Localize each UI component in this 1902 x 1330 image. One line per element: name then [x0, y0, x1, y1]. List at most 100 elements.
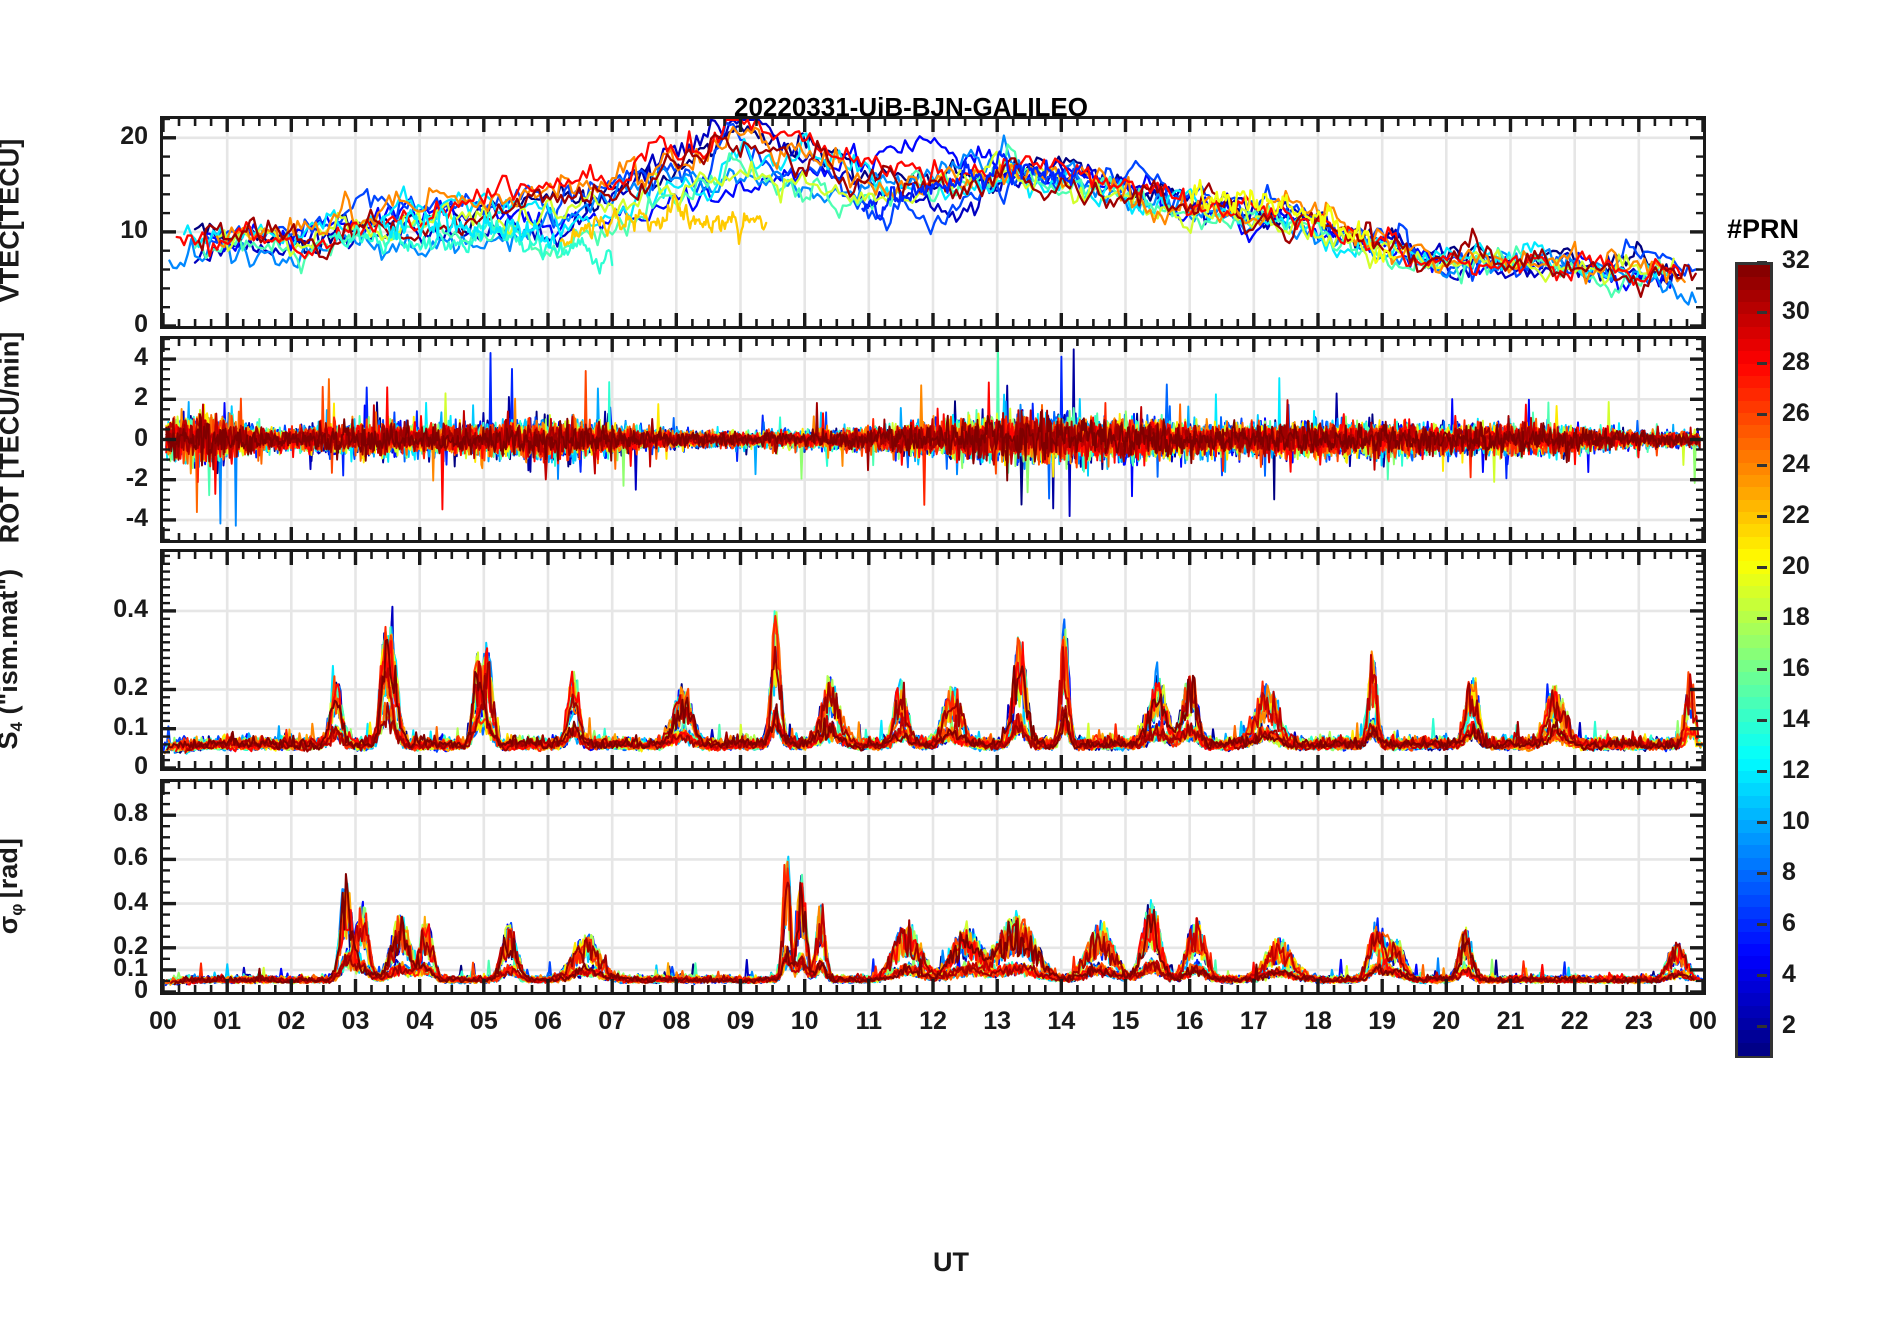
colorbar-swatch	[1738, 783, 1770, 797]
plot-panel-rot[interactable]	[160, 336, 1706, 543]
y-tick-label-vtec: 0	[134, 310, 148, 338]
colorbar-swatch	[1738, 499, 1770, 513]
colorbar-swatch	[1738, 931, 1770, 945]
colorbar-swatch	[1738, 734, 1770, 747]
x-tick-label: 21	[1496, 1007, 1525, 1035]
colorbar-swatch	[1738, 363, 1770, 377]
colorbar-swatch	[1738, 845, 1770, 859]
colorbar-swatch	[1738, 573, 1770, 587]
y-tick-label-rot: 2	[134, 383, 148, 412]
x-tick-label: 09	[726, 1007, 755, 1035]
colorbar-swatch	[1738, 1005, 1770, 1019]
y-tick-label-sigma_phi: 0.4	[113, 887, 148, 916]
y-tick-label-rot: -4	[125, 503, 148, 532]
colorbar-tickmark	[1757, 362, 1767, 366]
colorbar-swatch	[1738, 474, 1770, 488]
x-tick-label: 16	[1175, 1007, 1204, 1035]
colorbar-tick-label: 30	[1782, 296, 1810, 325]
y-tick-label-sigma_phi: 0.2	[113, 931, 148, 960]
y-tick-label-rot: -2	[125, 463, 148, 492]
colorbar-swatch	[1738, 635, 1770, 649]
colorbar-swatch	[1738, 672, 1770, 686]
colorbar-tickmark	[1757, 566, 1767, 570]
colorbar-swatch	[1738, 857, 1770, 871]
colorbar-tickmark	[1757, 923, 1767, 927]
colorbar-swatch	[1738, 561, 1770, 575]
colorbar-tick-label: 26	[1782, 398, 1810, 427]
x-tick-label: 17	[1239, 1007, 1268, 1035]
colorbar-swatch	[1738, 314, 1770, 328]
colorbar-swatch	[1738, 746, 1770, 760]
x-tick-label: 07	[598, 1007, 627, 1035]
x-tick-label: 10	[790, 1007, 819, 1035]
colorbar-swatch	[1738, 808, 1770, 822]
x-tick-label: 04	[405, 1007, 434, 1035]
x-tick-label: 15	[1111, 1007, 1140, 1035]
colorbar-swatch	[1738, 993, 1770, 1007]
colorbar-swatch	[1738, 622, 1770, 636]
colorbar-swatch	[1738, 425, 1770, 439]
x-tick-label: 20	[1432, 1007, 1461, 1035]
colorbar-swatch	[1738, 400, 1770, 414]
colorbar-tick-label: 20	[1782, 551, 1810, 580]
colorbar-title: #PRN	[1727, 214, 1800, 244]
colorbar-swatch	[1738, 289, 1770, 303]
colorbar-tick-label: 22	[1782, 500, 1810, 529]
colorbar-tick-label: 12	[1782, 755, 1810, 784]
x-tick-label: 18	[1304, 1007, 1332, 1035]
colorbar-tickmark	[1757, 464, 1767, 468]
y-axis-label-sigma_phi: σφ [rad]	[0, 838, 27, 934]
colorbar-swatch	[1738, 832, 1770, 846]
colorbar-tick-label: 32	[1782, 246, 1810, 274]
y-tick-label-sigma_phi: 0.6	[113, 843, 148, 872]
x-tick-label: 00	[1689, 1007, 1717, 1035]
colorbar-tick-label: 8	[1782, 857, 1796, 886]
x-axis-label: UT	[933, 1247, 969, 1277]
colorbar-swatch	[1738, 882, 1770, 896]
colorbar-swatch	[1738, 598, 1770, 612]
colorbar-swatch	[1738, 376, 1770, 390]
colorbar-swatch	[1738, 956, 1770, 970]
colorbar-swatch	[1738, 894, 1770, 908]
colorbar-tick-label: 14	[1782, 704, 1810, 733]
colorbar-tick-label: 2	[1782, 1010, 1796, 1039]
colorbar-swatch	[1738, 919, 1770, 933]
colorbar-tick-label: 24	[1782, 449, 1810, 478]
colorbar[interactable]	[1735, 262, 1773, 1058]
colorbar-tick-label: 18	[1782, 602, 1810, 631]
y-tick-label-s4: 0.1	[113, 712, 148, 741]
x-tick-label: 11	[855, 1007, 883, 1035]
plot-panel-sigma_phi[interactable]	[160, 779, 1706, 995]
plot-panel-s4[interactable]	[160, 549, 1706, 771]
colorbar-swatch	[1738, 610, 1770, 624]
colorbar-swatch	[1738, 1030, 1770, 1044]
colorbar-tick-label: 16	[1782, 653, 1810, 682]
colorbar-tickmark	[1757, 311, 1767, 315]
x-tick-label: 06	[534, 1007, 562, 1035]
colorbar-swatch	[1738, 647, 1770, 661]
plot-panel-vtec[interactable]	[160, 116, 1706, 329]
x-tick-label: 22	[1560, 1007, 1589, 1035]
y-tick-label-s4: 0	[134, 752, 148, 780]
y-tick-label-s4: 0.2	[113, 673, 148, 702]
colorbar-tick-label: 10	[1782, 806, 1810, 835]
colorbar-tickmark	[1757, 719, 1767, 723]
colorbar-tickmark	[1757, 770, 1767, 774]
colorbar-tick-label: 4	[1782, 959, 1796, 988]
colorbar-swatch	[1738, 351, 1770, 365]
x-tick-label: 13	[983, 1007, 1012, 1035]
y-tick-label-vtec: 20	[120, 121, 148, 150]
colorbar-swatch	[1738, 277, 1770, 291]
colorbar-swatch	[1738, 450, 1770, 464]
x-tick-label: 08	[662, 1007, 691, 1035]
colorbar-swatch	[1738, 758, 1770, 772]
colorbar-tickmark	[1757, 413, 1767, 417]
colorbar-swatch	[1738, 265, 1770, 278]
colorbar-swatch	[1738, 943, 1770, 957]
colorbar-tickmark	[1757, 260, 1767, 264]
colorbar-swatch	[1738, 326, 1770, 340]
colorbar-tickmark	[1757, 668, 1767, 672]
colorbar-tickmark	[1757, 821, 1767, 825]
colorbar-swatch	[1738, 795, 1770, 809]
